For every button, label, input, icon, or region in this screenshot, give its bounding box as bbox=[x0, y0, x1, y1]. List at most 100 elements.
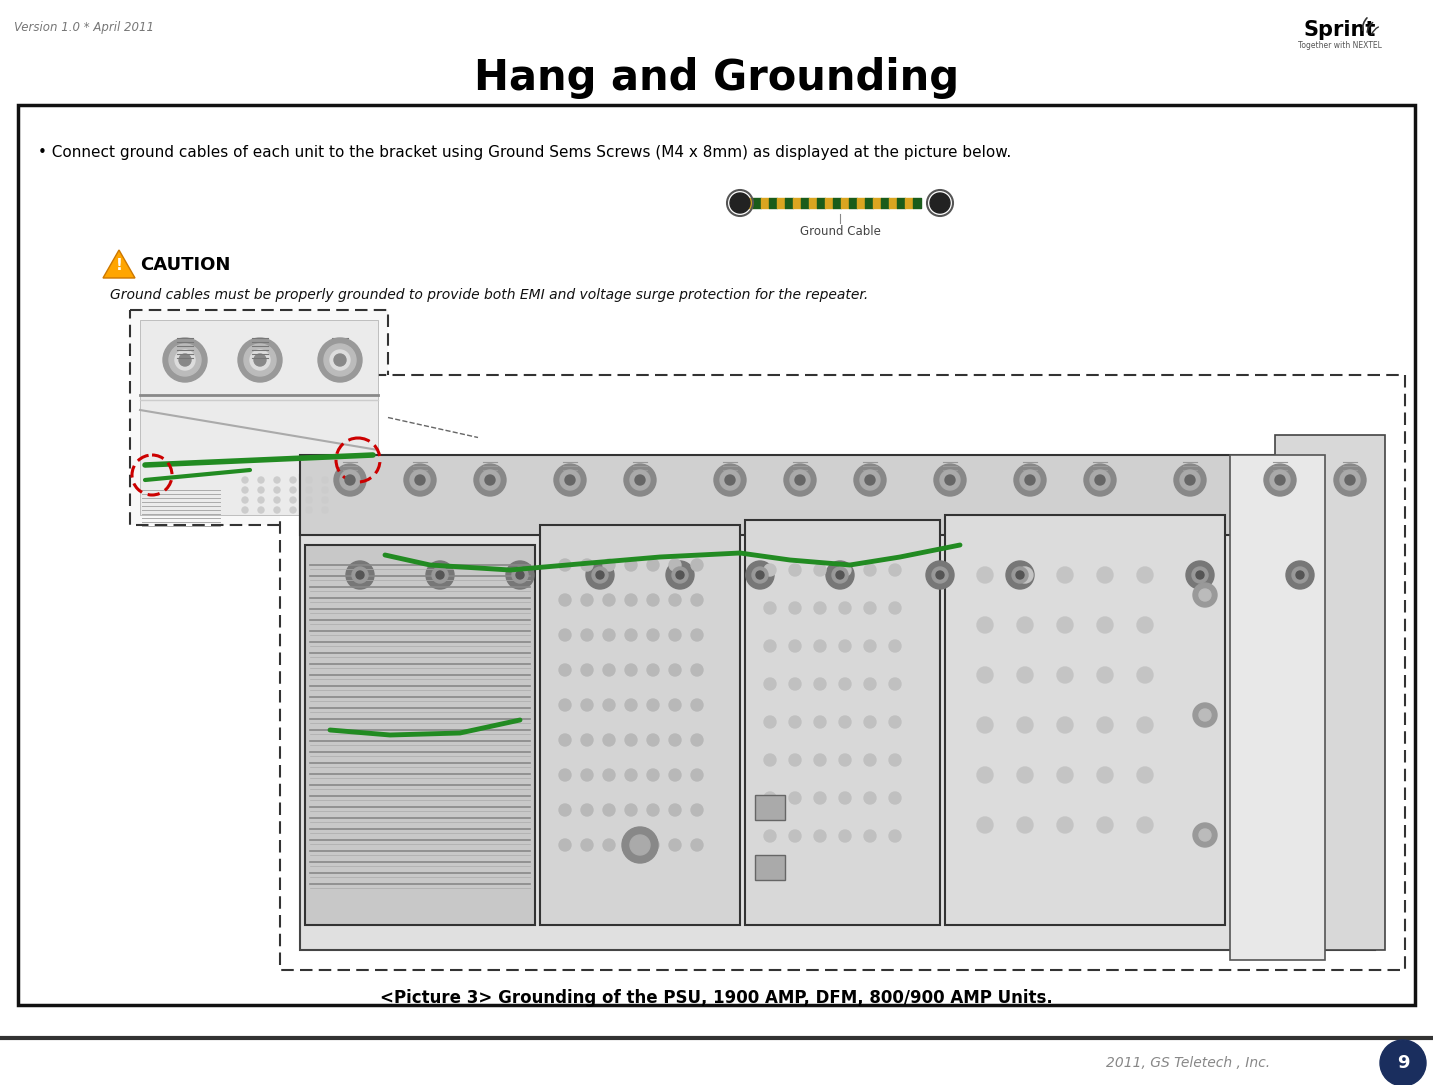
Bar bbox=[944, 515, 1225, 926]
Bar bbox=[299, 475, 1376, 950]
Circle shape bbox=[864, 564, 876, 576]
Circle shape bbox=[729, 193, 749, 213]
Circle shape bbox=[934, 464, 966, 496]
Circle shape bbox=[648, 629, 659, 641]
Circle shape bbox=[289, 507, 297, 513]
Circle shape bbox=[1017, 667, 1033, 682]
Circle shape bbox=[1020, 470, 1040, 490]
Text: • Connect ground cables of each unit to the bracket using Ground Sems Screws (M4: • Connect ground cables of each unit to … bbox=[39, 145, 1012, 161]
Circle shape bbox=[944, 475, 954, 485]
Circle shape bbox=[1340, 470, 1360, 490]
Circle shape bbox=[669, 804, 681, 816]
Circle shape bbox=[764, 792, 777, 804]
Circle shape bbox=[1098, 617, 1113, 633]
Circle shape bbox=[691, 804, 704, 816]
Circle shape bbox=[1058, 617, 1073, 633]
Circle shape bbox=[334, 464, 365, 496]
Circle shape bbox=[1275, 475, 1285, 485]
Circle shape bbox=[1136, 717, 1154, 733]
Circle shape bbox=[977, 717, 993, 733]
Circle shape bbox=[307, 497, 312, 503]
Circle shape bbox=[324, 344, 355, 376]
Circle shape bbox=[625, 664, 638, 676]
Circle shape bbox=[410, 470, 430, 490]
Bar bbox=[299, 455, 1376, 535]
Circle shape bbox=[559, 769, 570, 781]
Circle shape bbox=[274, 497, 279, 503]
Circle shape bbox=[436, 571, 444, 579]
Circle shape bbox=[289, 487, 297, 493]
Circle shape bbox=[860, 470, 880, 490]
Circle shape bbox=[814, 602, 825, 614]
Circle shape bbox=[1017, 717, 1033, 733]
Circle shape bbox=[345, 561, 374, 589]
Text: Sprint: Sprint bbox=[1304, 20, 1376, 40]
Circle shape bbox=[747, 561, 774, 589]
Circle shape bbox=[676, 571, 684, 579]
Circle shape bbox=[790, 792, 801, 804]
Circle shape bbox=[274, 487, 279, 493]
Circle shape bbox=[1098, 817, 1113, 833]
Text: Hang and Grounding: Hang and Grounding bbox=[474, 58, 959, 99]
Circle shape bbox=[790, 470, 810, 490]
Circle shape bbox=[322, 477, 328, 483]
Circle shape bbox=[1136, 767, 1154, 783]
Text: Ground Cable: Ground Cable bbox=[800, 225, 880, 238]
Circle shape bbox=[1095, 475, 1105, 485]
Circle shape bbox=[580, 629, 593, 641]
Circle shape bbox=[307, 487, 312, 493]
Circle shape bbox=[790, 754, 801, 766]
Circle shape bbox=[725, 475, 735, 485]
Circle shape bbox=[864, 640, 876, 652]
Circle shape bbox=[1058, 767, 1073, 783]
Circle shape bbox=[669, 839, 681, 851]
Circle shape bbox=[691, 769, 704, 781]
Circle shape bbox=[1199, 709, 1211, 722]
Circle shape bbox=[790, 564, 801, 576]
Circle shape bbox=[1017, 817, 1033, 833]
Circle shape bbox=[242, 487, 248, 493]
Circle shape bbox=[631, 835, 651, 855]
Circle shape bbox=[635, 475, 645, 485]
Bar bbox=[1275, 435, 1386, 950]
Circle shape bbox=[1380, 1041, 1426, 1085]
Circle shape bbox=[1058, 717, 1073, 733]
Circle shape bbox=[625, 804, 638, 816]
Circle shape bbox=[258, 497, 264, 503]
Circle shape bbox=[669, 699, 681, 711]
Circle shape bbox=[426, 561, 454, 589]
Circle shape bbox=[764, 716, 777, 728]
Circle shape bbox=[825, 561, 854, 589]
Circle shape bbox=[238, 339, 282, 382]
Circle shape bbox=[764, 678, 777, 690]
Circle shape bbox=[603, 664, 615, 676]
Circle shape bbox=[691, 699, 704, 711]
Circle shape bbox=[838, 678, 851, 690]
Circle shape bbox=[560, 470, 580, 490]
Circle shape bbox=[1017, 567, 1033, 583]
Circle shape bbox=[764, 602, 777, 614]
Circle shape bbox=[242, 477, 248, 483]
Circle shape bbox=[1098, 567, 1113, 583]
Circle shape bbox=[977, 567, 993, 583]
Text: !: ! bbox=[116, 258, 122, 273]
Circle shape bbox=[790, 678, 801, 690]
Circle shape bbox=[669, 733, 681, 746]
Circle shape bbox=[603, 699, 615, 711]
Circle shape bbox=[322, 487, 328, 493]
Circle shape bbox=[559, 804, 570, 816]
Circle shape bbox=[930, 193, 950, 213]
Circle shape bbox=[940, 470, 960, 490]
Bar bbox=[540, 525, 739, 926]
Circle shape bbox=[175, 350, 195, 370]
Circle shape bbox=[340, 470, 360, 490]
Text: Version 1.0 * April 2011: Version 1.0 * April 2011 bbox=[14, 22, 153, 35]
Circle shape bbox=[888, 754, 901, 766]
Circle shape bbox=[838, 564, 851, 576]
Circle shape bbox=[977, 617, 993, 633]
Circle shape bbox=[258, 507, 264, 513]
Circle shape bbox=[648, 593, 659, 607]
Circle shape bbox=[622, 827, 658, 863]
Circle shape bbox=[580, 769, 593, 781]
Circle shape bbox=[1199, 589, 1211, 601]
